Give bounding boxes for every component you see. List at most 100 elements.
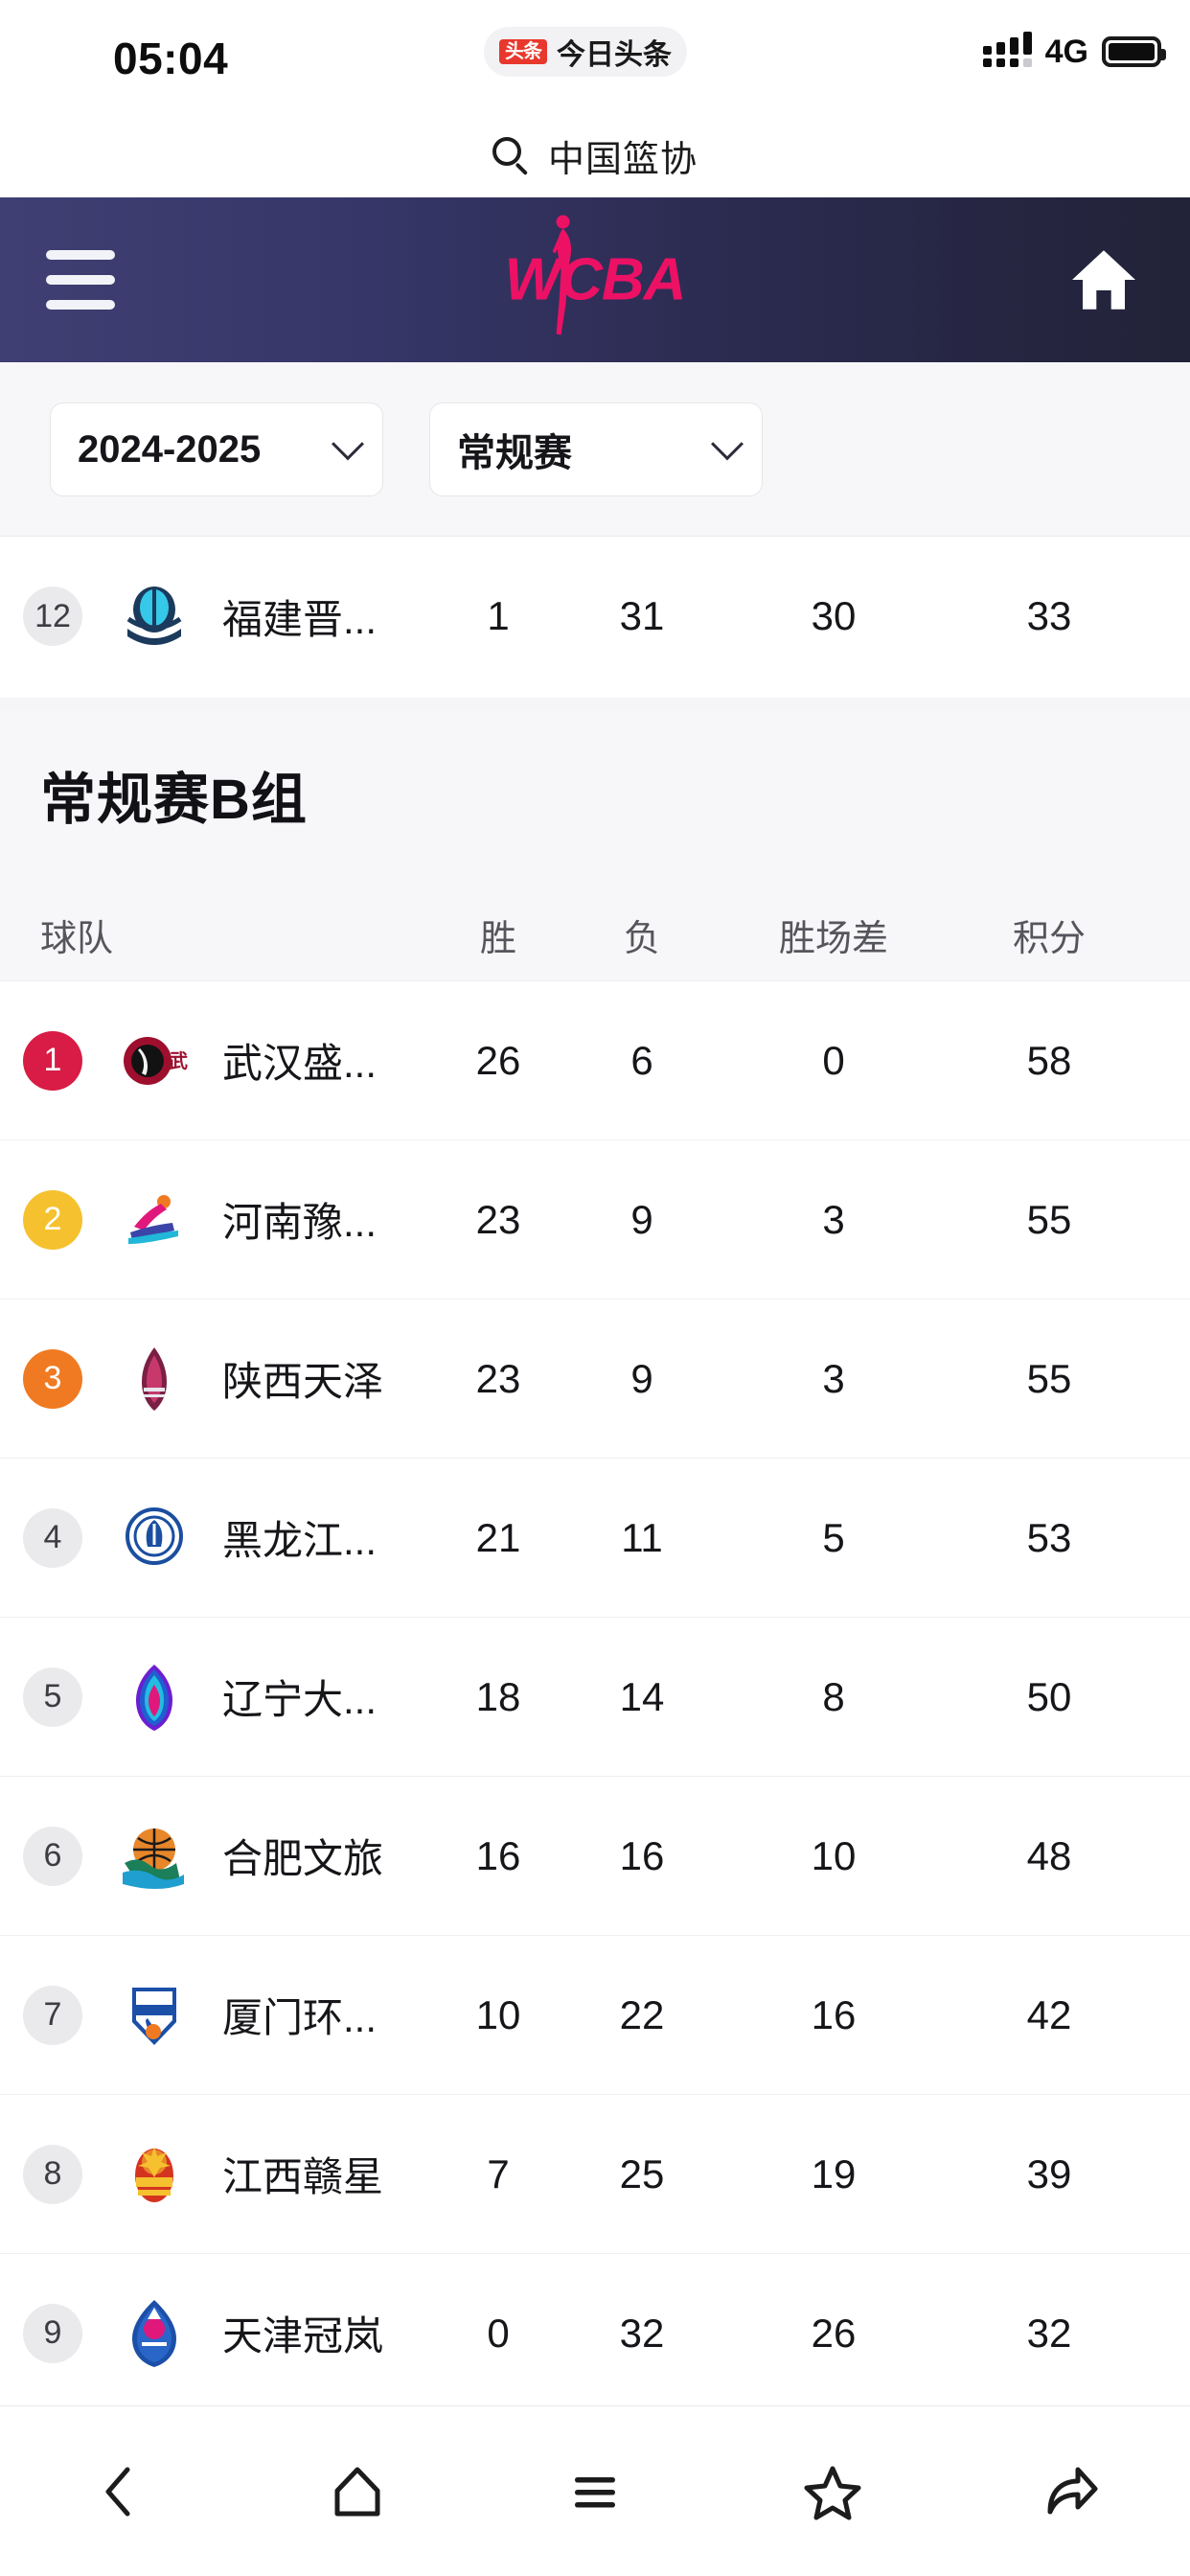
home-outline-icon <box>334 2467 380 2516</box>
wins-cell: 23 <box>475 1355 521 1401</box>
losses-cell: 22 <box>619 1991 665 2037</box>
losses-cell: 31 <box>619 593 665 638</box>
season-select[interactable]: 2024-2025 <box>50 402 383 496</box>
team-name: 江西赣星 <box>222 2154 384 2199</box>
svg-text:武: 武 <box>169 1050 188 1072</box>
games-behind-cell: 3 <box>822 1355 845 1401</box>
heilongjiang-logo <box>119 1503 190 1574</box>
table-row[interactable]: 9 天津冠岚 0 32 26 32 <box>0 2254 1190 2413</box>
rank-badge: 8 <box>23 2144 82 2204</box>
games-behind-cell: 16 <box>811 1991 857 2037</box>
rank-badge: 3 <box>23 1348 82 1409</box>
points-cell: 55 <box>1026 1355 1072 1401</box>
points-cell: 33 <box>1026 593 1072 638</box>
losses-cell: 9 <box>630 1355 653 1401</box>
section-divider <box>0 698 1190 711</box>
rank-badge: 1 <box>23 1030 82 1091</box>
favorite-button[interactable] <box>766 2439 900 2544</box>
henan-yuhe-logo <box>119 1184 190 1255</box>
wcba-player-figure-icon <box>552 215 572 335</box>
battery-full-icon <box>1102 36 1166 67</box>
table-row[interactable]: 8 江西赣星 7 25 19 39 <box>0 2095 1190 2254</box>
stage-select[interactable]: 常规赛 <box>429 402 763 496</box>
filter-bar: 2024-2025 常规赛 <box>0 362 1190 537</box>
team-name: 陕西天泽 <box>222 1359 384 1404</box>
column-header-games-behind: 胜场差 <box>778 919 888 959</box>
signal-bars-icon <box>982 32 1032 67</box>
share-button[interactable] <box>1004 2439 1138 2544</box>
hamburger-menu-icon[interactable] <box>46 250 115 310</box>
wins-cell: 18 <box>475 1673 521 1719</box>
status-bar: 05:04 头条 今日头条 4G <box>0 0 1190 105</box>
chevron-left-icon <box>105 2467 130 2516</box>
team-name: 合肥文旅 <box>222 1836 384 1881</box>
search-bar[interactable]: 中国篮协 <box>0 115 1190 196</box>
tianjin-guanlan-logo <box>119 2298 190 2369</box>
wins-cell: 21 <box>475 1514 521 1560</box>
hamburger-menu-icon <box>574 2476 615 2507</box>
chevron-down-icon <box>332 427 364 461</box>
chevron-down-icon <box>711 427 744 461</box>
standings-table-body: 1 武武汉盛... 26 6 0 58 2 河南豫... 23 9 3 55 3 陕西天泽 23 9 3 55 4 黑… <box>0 981 1190 2413</box>
points-cell: 55 <box>1026 1196 1072 1242</box>
back-button[interactable] <box>52 2439 186 2544</box>
previous-group-tail: 12 福建晋... 1 31 30 33 <box>0 537 1190 698</box>
rank-badge: 7 <box>23 1985 82 2045</box>
toutiao-app-pill[interactable]: 头条 今日头条 <box>484 27 687 77</box>
hefei-wenlv-logo <box>119 1821 190 1892</box>
network-type-label: 4G <box>1044 33 1088 70</box>
wins-cell: 1 <box>487 593 510 638</box>
status-indicators: 4G <box>982 29 1166 75</box>
losses-cell: 16 <box>619 1832 665 1878</box>
jiangxi-ganxing-logo <box>119 2139 190 2210</box>
liaoning-dasheng-logo <box>119 1662 190 1733</box>
team-name: 天津冠岚 <box>222 2313 384 2358</box>
wins-cell: 23 <box>475 1196 521 1242</box>
games-behind-cell: 26 <box>811 2310 857 2356</box>
toutiao-badge-icon: 头条 <box>499 39 547 64</box>
rank-badge: 12 <box>23 586 82 646</box>
table-row[interactable]: 4 黑龙江... 21 11 5 53 <box>0 1459 1190 1618</box>
table-header: 球队 胜 负 胜场差 积分 <box>0 878 1190 981</box>
wins-cell: 26 <box>475 1037 521 1083</box>
column-header-points: 积分 <box>1012 919 1086 959</box>
games-behind-cell: 30 <box>811 593 857 638</box>
wcba-logo[interactable]: WCBA <box>505 215 686 335</box>
section-title: 常规赛B组 <box>40 769 308 831</box>
table-row[interactable]: 12 福建晋... 1 31 30 33 <box>0 537 1190 696</box>
points-cell: 53 <box>1026 1514 1072 1560</box>
team-name: 福建晋... <box>222 596 378 642</box>
table-row[interactable]: 1 武 武汉盛... 26 6 0 58 <box>0 981 1190 1140</box>
table-row[interactable]: 6 合肥文旅 16 16 10 48 <box>0 1777 1190 1936</box>
column-header-wins: 胜 <box>479 919 516 959</box>
wins-cell: 7 <box>487 2150 510 2196</box>
rank-badge: 5 <box>23 1667 82 1727</box>
menu-button[interactable] <box>528 2439 662 2544</box>
table-row[interactable]: 5 辽宁大... 18 14 8 50 <box>0 1618 1190 1777</box>
home-button[interactable] <box>290 2439 424 2544</box>
games-behind-cell: 8 <box>822 1673 845 1719</box>
team-name: 河南豫... <box>222 1200 378 1245</box>
rank-badge: 9 <box>23 2303 82 2363</box>
rank-badge: 2 <box>23 1189 82 1250</box>
search-query-text: 中国篮协 <box>547 140 698 180</box>
table-row[interactable]: 2 河南豫... 23 9 3 55 <box>0 1140 1190 1300</box>
column-header-losses: 负 <box>623 919 660 959</box>
stage-select-value: 常规赛 <box>457 432 572 474</box>
toutiao-app-label: 今日头条 <box>557 39 672 71</box>
rank-badge: 4 <box>23 1507 82 1568</box>
wuhan-shengfan-logo: 武 <box>119 1025 190 1096</box>
points-cell: 48 <box>1026 1832 1072 1878</box>
table-row[interactable]: 7 厦门环... 10 22 16 42 <box>0 1936 1190 2095</box>
losses-cell: 11 <box>621 1514 663 1560</box>
xiamen-egrets-logo <box>119 1980 190 2051</box>
games-behind-cell: 3 <box>822 1196 845 1242</box>
points-cell: 39 <box>1026 2150 1072 2196</box>
share-arrow-icon <box>1047 2467 1098 2514</box>
wins-cell: 10 <box>475 1991 521 2037</box>
wins-cell: 0 <box>487 2310 510 2356</box>
table-row[interactable]: 3 陕西天泽 23 9 3 55 <box>0 1300 1190 1459</box>
home-icon[interactable] <box>1069 248 1138 311</box>
losses-cell: 25 <box>619 2150 665 2196</box>
